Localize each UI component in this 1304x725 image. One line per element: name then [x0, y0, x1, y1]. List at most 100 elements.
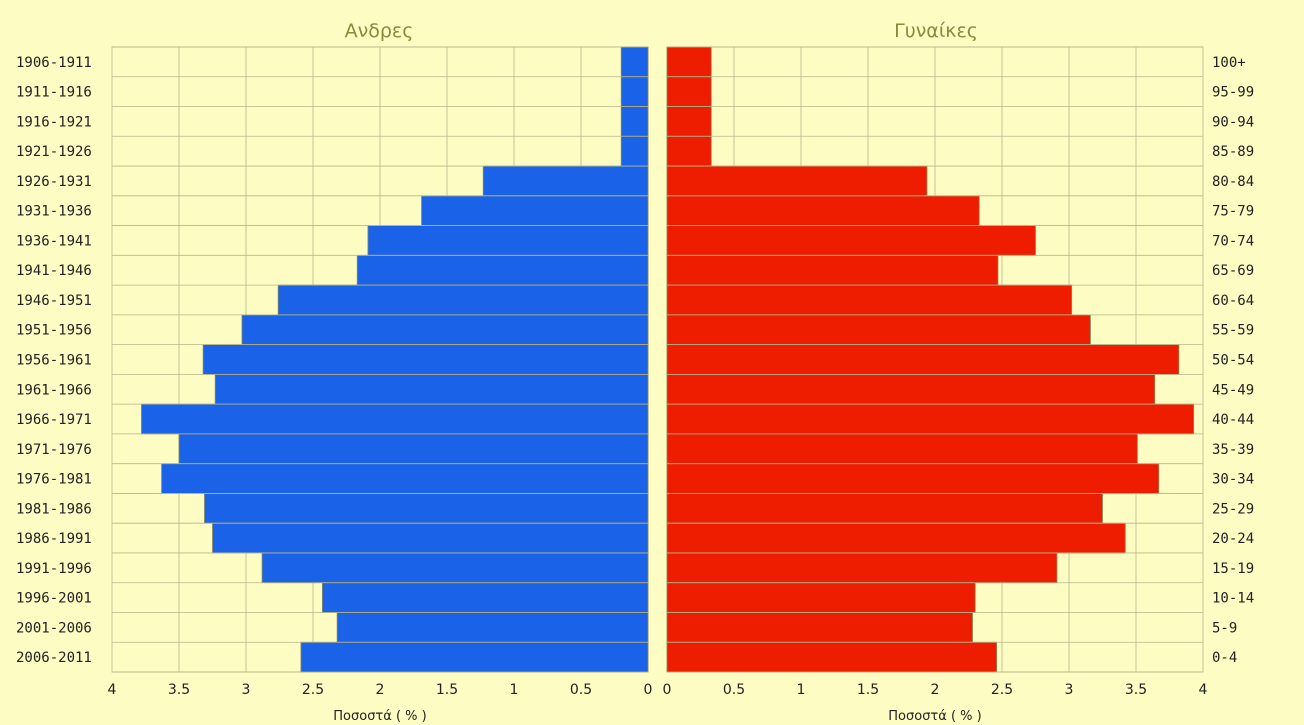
left-category-label: 2006-2011	[16, 650, 92, 666]
left-category-label: 1966-1971	[16, 412, 92, 428]
left-x-tick-label: 0	[644, 682, 653, 698]
left-bar	[241, 314, 649, 346]
left-bar	[178, 433, 649, 465]
left-category-label: 1971-1976	[16, 442, 92, 458]
left-bar	[620, 106, 649, 137]
right-category-label: 15-19	[1212, 561, 1254, 577]
right-bar	[666, 46, 712, 78]
right-bar	[666, 165, 928, 197]
right-x-tick-label: 1	[797, 682, 806, 698]
right-x-tick-label: 2	[931, 682, 940, 698]
right-category-label: 95-99	[1212, 85, 1254, 101]
right-bar	[666, 433, 1138, 465]
right-bar	[666, 106, 712, 137]
right-bar	[666, 195, 980, 226]
right-category-label: 30-34	[1212, 472, 1254, 488]
left-category-label: 1946-1951	[16, 293, 92, 309]
right-bar	[666, 582, 976, 613]
right-bar	[666, 463, 1160, 494]
left-bar	[620, 76, 649, 107]
left-bar	[261, 552, 649, 584]
right-x-tick-label: 4	[1199, 682, 1208, 698]
right-bar	[666, 284, 1073, 316]
left-bar	[367, 225, 649, 256]
right-category-label: 100+	[1212, 55, 1246, 71]
left-category-label: 1941-1946	[16, 263, 92, 279]
left-bar	[214, 373, 649, 405]
right-bar	[666, 612, 973, 643]
right-bar	[666, 641, 998, 673]
left-bar	[620, 135, 649, 167]
right-bar	[666, 225, 1036, 256]
left-x-tick-label: 3.5	[168, 682, 190, 698]
right-category-label: 65-69	[1212, 263, 1254, 279]
left-bar	[421, 195, 649, 226]
left-x-axis-label: Ποσοστά ( % )	[333, 709, 426, 724]
right-category-label: 60-64	[1212, 293, 1254, 309]
left-x-tick-label: 0.5	[570, 682, 592, 698]
right-x-axis-label: Ποσοστά ( % )	[888, 709, 981, 724]
left-category-label: 1911-1916	[16, 85, 92, 101]
right-bar	[666, 135, 712, 167]
right-category-label: 80-84	[1212, 174, 1254, 190]
right-bar	[666, 76, 712, 107]
left-category-label: 1961-1966	[16, 382, 92, 398]
left-panel-title: Ανδρες	[345, 20, 414, 42]
left-category-label: 1926-1931	[16, 174, 92, 190]
right-bar	[666, 314, 1091, 346]
left-bar	[141, 403, 649, 435]
left-category-label: 1936-1941	[16, 233, 92, 249]
left-category-label: 1996-2001	[16, 591, 92, 607]
left-category-label: 1976-1981	[16, 472, 92, 488]
left-bar	[620, 46, 649, 78]
right-category-label: 75-79	[1212, 204, 1254, 220]
right-category-label: 35-39	[1212, 442, 1254, 458]
plot-area: 1906-1911 100+ 1911-1916 95-99 1916-1921 90-9…	[16, 46, 1254, 698]
left-bar	[336, 612, 649, 643]
right-bar	[666, 344, 1180, 375]
right-category-label: 5-9	[1212, 620, 1237, 636]
right-x-tick-label: 0.5	[723, 682, 745, 698]
right-category-label: 55-59	[1212, 323, 1254, 339]
left-category-label: 1991-1996	[16, 561, 92, 577]
left-category-label: 1951-1956	[16, 323, 92, 339]
left-category-label: 1931-1936	[16, 204, 92, 220]
left-bar	[356, 254, 649, 286]
left-x-tick-label: 4	[108, 682, 117, 698]
left-bar	[202, 344, 649, 375]
left-x-tick-label: 3	[242, 682, 251, 698]
left-x-tick-label: 2.5	[302, 682, 324, 698]
right-bar	[666, 373, 1156, 405]
left-bar	[161, 463, 649, 494]
left-bar	[300, 641, 649, 673]
right-category-label: 70-74	[1212, 233, 1254, 249]
left-bar	[212, 522, 649, 554]
right-category-label: 45-49	[1212, 382, 1254, 398]
left-bar	[321, 582, 649, 613]
right-bar	[666, 254, 999, 286]
right-category-label: 50-54	[1212, 353, 1254, 369]
right-x-tick-label: 0	[663, 682, 672, 698]
right-category-label: 20-24	[1212, 531, 1254, 547]
left-x-tick-label: 1.5	[436, 682, 458, 698]
left-category-label: 2001-2006	[16, 620, 92, 636]
left-category-label: 1986-1991	[16, 531, 92, 547]
right-category-label: 25-29	[1212, 501, 1254, 517]
right-x-tick-label: 1.5	[857, 682, 879, 698]
left-category-label: 1981-1986	[16, 501, 92, 517]
left-category-label: 1956-1961	[16, 353, 92, 369]
right-bar	[666, 493, 1103, 524]
left-bar	[277, 284, 649, 316]
right-bar	[666, 552, 1058, 584]
right-panel-title: Γυναίκες	[894, 20, 978, 42]
left-x-tick-label: 1	[510, 682, 519, 698]
left-bar	[482, 165, 649, 197]
right-category-label: 10-14	[1212, 591, 1254, 607]
right-x-tick-label: 3	[1065, 682, 1074, 698]
left-x-tick-label: 2	[376, 682, 385, 698]
left-category-label: 1916-1921	[16, 114, 92, 130]
right-bar	[666, 522, 1126, 554]
right-category-label: 85-89	[1212, 144, 1254, 160]
right-x-tick-label: 3.5	[1125, 682, 1147, 698]
